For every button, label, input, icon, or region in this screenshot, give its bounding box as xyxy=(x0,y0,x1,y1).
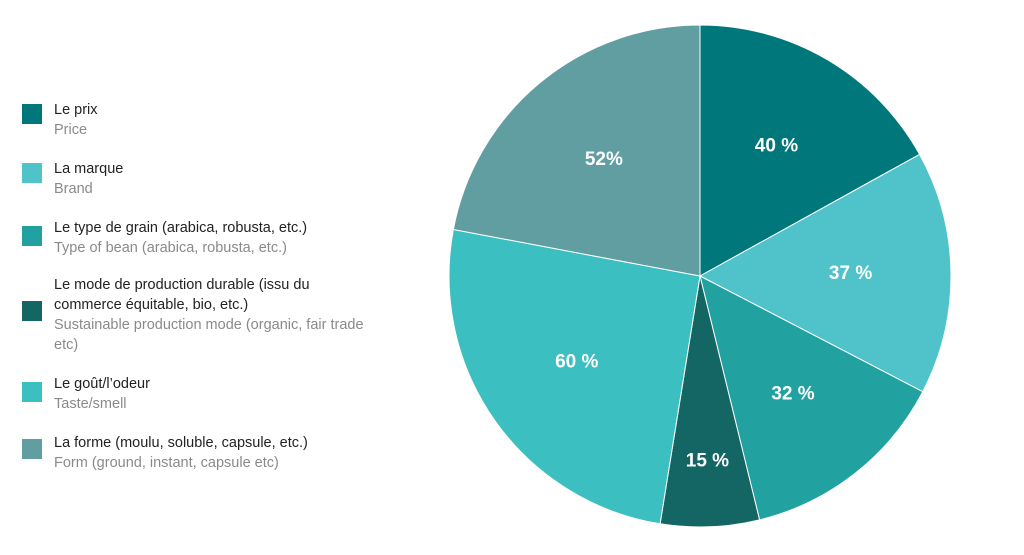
pie-slice-bean-type xyxy=(699,275,924,521)
legend-label-en: Type of bean (arabica, robusta, etc.) xyxy=(54,240,287,256)
pie-slice-form xyxy=(452,24,701,277)
pie-slice-brand xyxy=(698,153,952,393)
legend-label-fr: Le type de grain (arabica, robusta, etc.… xyxy=(54,220,308,236)
legend-swatch xyxy=(22,104,42,124)
slice-label-bean-type: 32 % xyxy=(771,383,814,404)
legend-swatch xyxy=(22,163,42,183)
legend-label-en: Form (ground, instant, capsule etc) xyxy=(54,455,279,471)
legend-label-fr: Le goût/l’odeur xyxy=(54,376,150,392)
legend-label-en: Brand xyxy=(54,181,93,197)
legend-label: Le type de grain (arabica, robusta, etc.… xyxy=(54,218,384,258)
legend-label-fr: Le mode de production durable (issu du c… xyxy=(54,277,310,313)
legend-label: Le prix Price xyxy=(54,100,384,140)
slice-label-form: 52% xyxy=(585,149,623,170)
legend-label: Le mode de production durable (issu du c… xyxy=(54,275,374,355)
legend-label-fr: La forme (moulu, soluble, capsule, etc.) xyxy=(54,435,308,451)
slice-label-price: 40 % xyxy=(755,135,798,156)
legend-label-en: Price xyxy=(54,122,88,138)
legend-label-en: Sustainable production mode (organic, fa… xyxy=(54,317,364,353)
pie-slice-price xyxy=(699,24,921,277)
slice-label-brand: 37 % xyxy=(829,263,872,284)
legend-label: La forme (moulu, soluble, capsule, etc.)… xyxy=(54,433,384,473)
legend-swatch xyxy=(22,382,42,402)
slice-label-sustainable: 15 % xyxy=(686,451,729,472)
legend-swatch xyxy=(22,439,42,459)
slice-label-taste: 60 % xyxy=(555,352,598,373)
pie-slice-taste xyxy=(448,228,701,525)
legend-swatch xyxy=(22,301,42,321)
legend-label-en: Taste/smell xyxy=(54,396,127,412)
legend-label: La marque Brand xyxy=(54,159,384,199)
legend-label-fr: Le prix xyxy=(54,102,98,118)
legend-swatch xyxy=(22,226,42,246)
legend-label-fr: La marque xyxy=(54,161,124,177)
legend-label: Le goût/l’odeur Taste/smell xyxy=(54,374,384,414)
